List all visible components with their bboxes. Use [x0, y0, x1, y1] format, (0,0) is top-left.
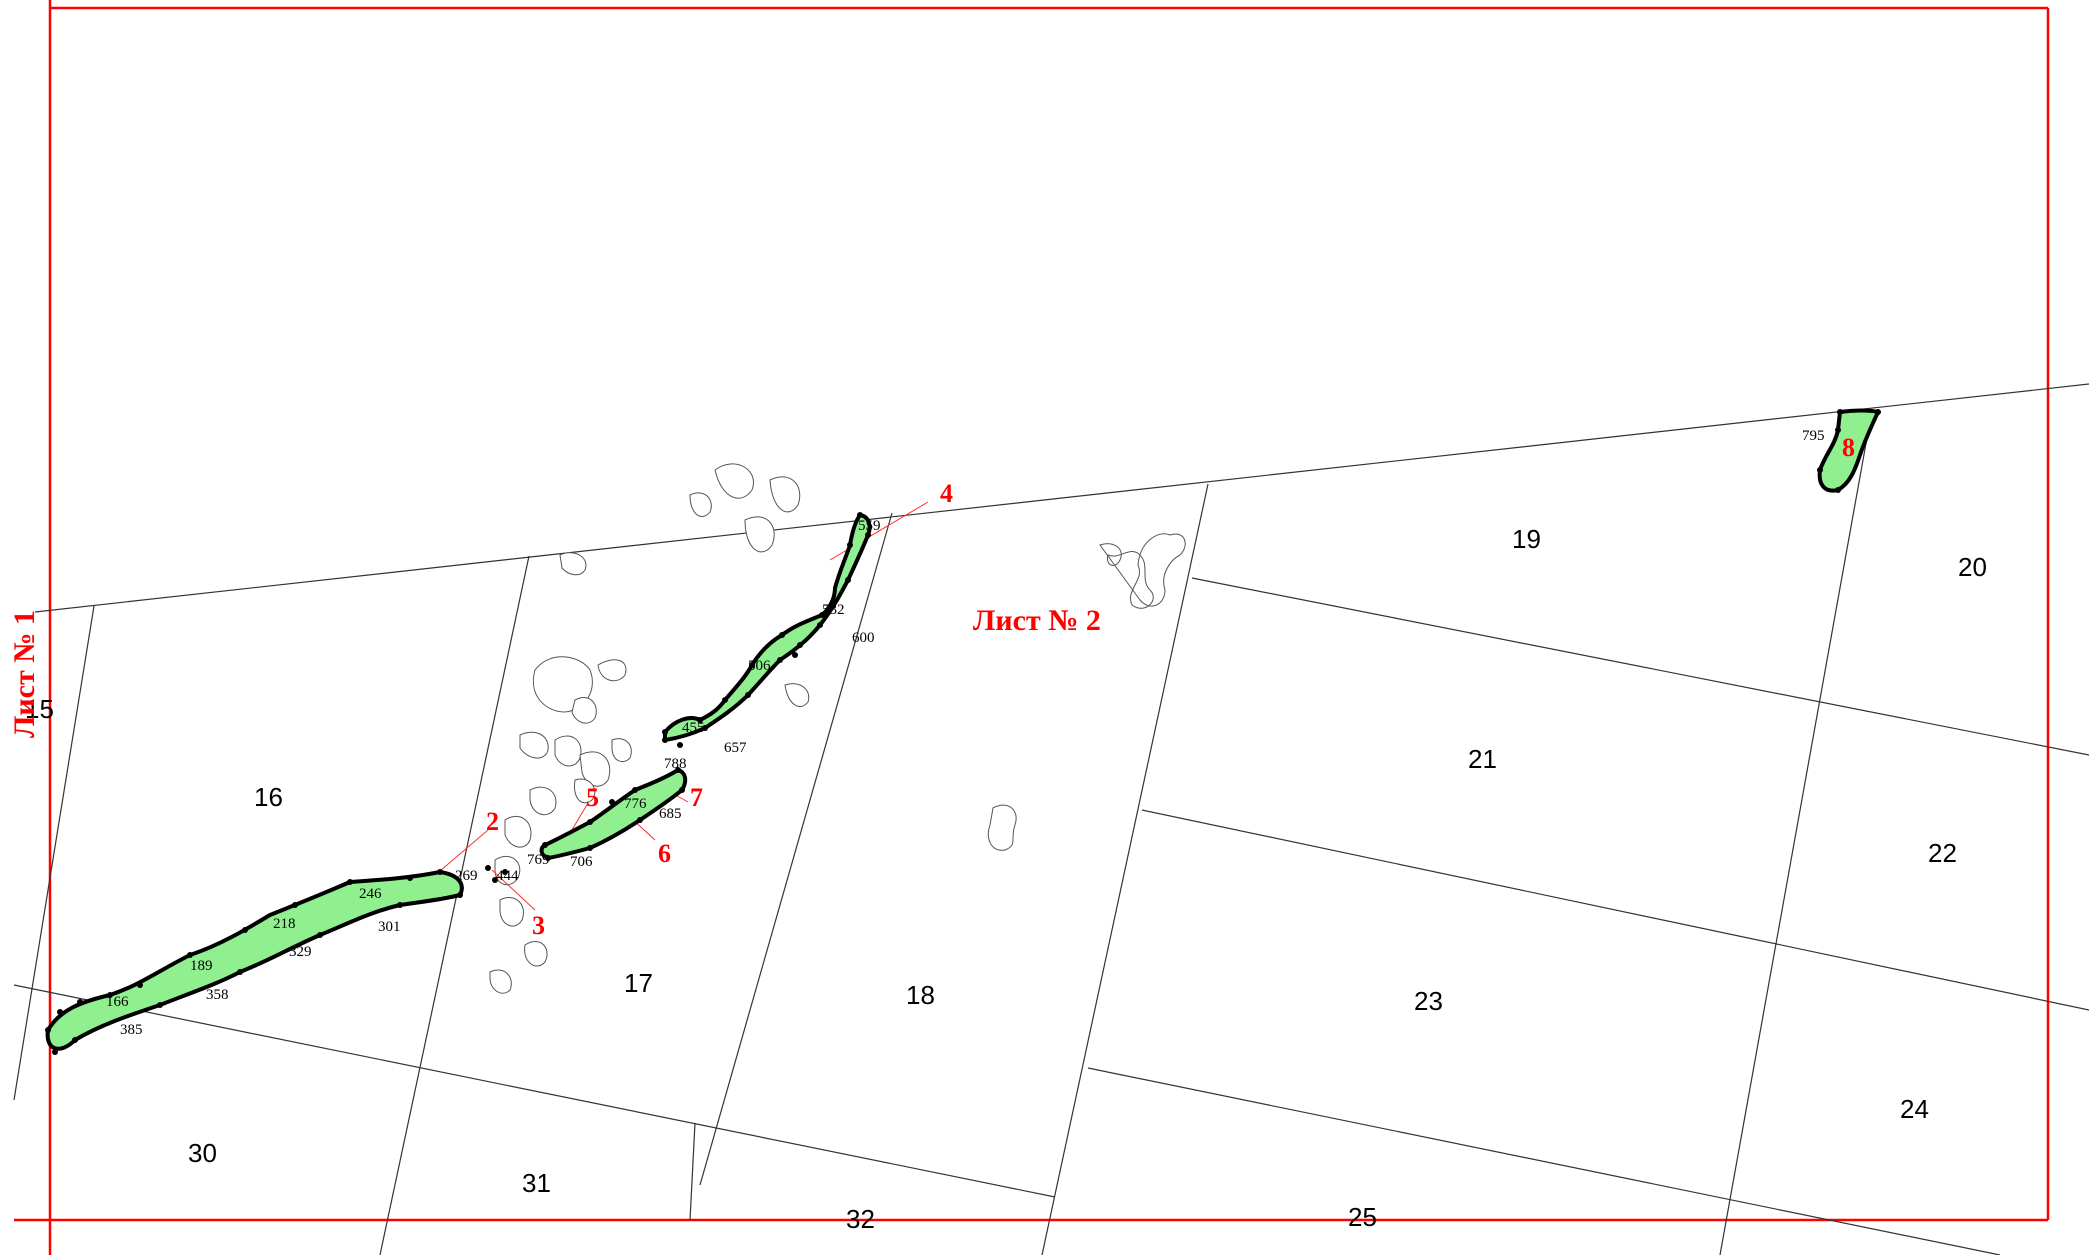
point-769: 769: [527, 852, 550, 868]
parcel-19: 19: [1512, 524, 1541, 554]
point-706: 706: [570, 854, 593, 870]
segment-5: 5: [586, 783, 599, 812]
sheet-1-label: Лист № 1: [8, 610, 41, 738]
point-329: 329: [289, 944, 312, 960]
point-455: 455: [682, 720, 705, 736]
point-795: 795: [1802, 428, 1825, 444]
point-218: 218: [273, 916, 296, 932]
parcel-20: 20: [1958, 552, 1987, 582]
point-385: 385: [120, 1022, 143, 1038]
point-506: 506: [748, 658, 771, 674]
point-444: 444: [496, 868, 519, 884]
point-189: 189: [190, 958, 213, 974]
point-776: 776: [624, 796, 647, 812]
point-358: 358: [206, 987, 229, 1003]
point-269: 269: [455, 868, 478, 884]
parcel-30: 30: [188, 1138, 217, 1168]
boundary-points: [45, 409, 1881, 1055]
segment-8: 8: [1842, 433, 1855, 462]
point-600: 600: [852, 630, 875, 646]
segment-7: 7: [690, 783, 703, 812]
point-532: 532: [822, 602, 845, 618]
point-246: 246: [359, 886, 382, 902]
parcel-18: 18: [906, 980, 935, 1010]
segment-4: 4: [940, 479, 953, 508]
zone-strip-mid: [663, 513, 872, 742]
point-685: 685: [659, 806, 682, 822]
point-657: 657: [724, 740, 747, 756]
point-788: 788: [664, 756, 687, 772]
parcel-boundaries: [13, 383, 2089, 1255]
point-559: 559: [858, 518, 881, 534]
point-301: 301: [378, 919, 401, 935]
parcel-17: 17: [624, 968, 653, 998]
parcel-31: 31: [522, 1168, 551, 1198]
parcel-25: 25: [1348, 1202, 1377, 1232]
islands: [489, 463, 1186, 994]
parcel-32: 32: [846, 1204, 875, 1234]
zone-strip-west: [45, 870, 464, 1051]
parcel-15: 15: [25, 694, 54, 724]
segment-labels: 2 3 4 5 6 7 8: [486, 433, 1855, 940]
segment-2: 2: [486, 807, 499, 836]
segment-6: 6: [658, 839, 671, 868]
parcel-labels: 15 16 17 18 19 20 21 22 23 24 25 30 31 3…: [25, 524, 1987, 1234]
segment-3: 3: [532, 911, 545, 940]
parcel-23: 23: [1414, 986, 1443, 1016]
point-labels: 166 189 218 246 269 301 329 358 385 444 …: [106, 428, 1825, 1038]
parcel-22: 22: [1928, 838, 1957, 868]
parcel-16: 16: [254, 782, 283, 812]
parcel-24: 24: [1900, 1094, 1929, 1124]
point-166: 166: [106, 994, 129, 1010]
parcel-21: 21: [1468, 744, 1497, 774]
green-zones: [45, 408, 1880, 1051]
sheet-2-label: Лист № 2: [973, 604, 1101, 637]
